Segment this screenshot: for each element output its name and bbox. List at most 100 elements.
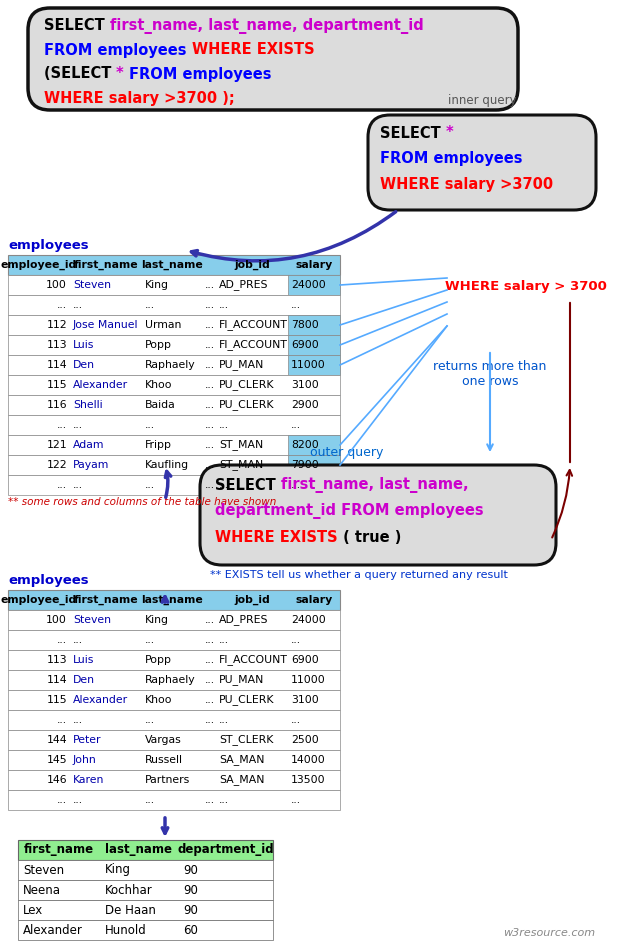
Text: 11000: 11000 — [291, 675, 326, 685]
Text: Den: Den — [73, 675, 95, 685]
Text: first_name, last_name,: first_name, last_name, — [281, 477, 469, 493]
Text: *: * — [446, 125, 454, 141]
Text: Luis: Luis — [73, 655, 94, 665]
Text: 144: 144 — [46, 735, 67, 745]
Text: ...: ... — [205, 460, 215, 470]
Text: employees: employees — [8, 574, 89, 587]
Text: ...: ... — [219, 420, 229, 430]
Text: ...: ... — [205, 340, 215, 350]
Text: Kochhar: Kochhar — [105, 884, 153, 897]
Text: AD_PRES: AD_PRES — [219, 615, 268, 625]
Text: 24000: 24000 — [291, 615, 326, 625]
Text: ...: ... — [291, 420, 301, 430]
Text: 114: 114 — [46, 675, 67, 685]
Text: 116: 116 — [46, 400, 67, 410]
Bar — [288, 435, 340, 455]
Text: last_name: last_name — [105, 844, 172, 857]
Text: 24000: 24000 — [291, 280, 326, 290]
Text: ...: ... — [205, 635, 215, 645]
Text: Raphaely: Raphaely — [145, 360, 196, 370]
Text: 113: 113 — [46, 655, 67, 665]
Text: ...: ... — [219, 715, 229, 725]
FancyBboxPatch shape — [368, 115, 596, 210]
Text: ...: ... — [145, 715, 155, 725]
Text: SA_MAN: SA_MAN — [219, 754, 265, 766]
Text: Baida: Baida — [145, 400, 175, 410]
Text: ...: ... — [57, 635, 67, 645]
Text: 90: 90 — [183, 864, 198, 877]
Text: PU_CLERK: PU_CLERK — [219, 694, 275, 706]
Text: ...: ... — [205, 300, 215, 310]
Text: Raphaely: Raphaely — [145, 675, 196, 685]
Text: FI_ACCOUNT: FI_ACCOUNT — [219, 655, 288, 665]
Text: ST_MAN: ST_MAN — [219, 460, 264, 470]
Text: ...: ... — [205, 480, 215, 490]
Text: ** EXISTS tell us whether a query returned any result: ** EXISTS tell us whether a query return… — [210, 570, 508, 580]
Text: Alexander: Alexander — [23, 923, 83, 937]
Text: ...: ... — [73, 635, 83, 645]
Text: ...: ... — [219, 300, 229, 310]
Text: 146: 146 — [46, 775, 67, 785]
Text: Alexander: Alexander — [73, 695, 128, 705]
Text: FROM employees: FROM employees — [380, 151, 523, 166]
Bar — [8, 650, 340, 670]
Text: ...: ... — [73, 420, 83, 430]
Text: ...: ... — [73, 480, 83, 490]
Text: PU_MAN: PU_MAN — [219, 674, 264, 686]
Text: ** some rows and columns of the table have shown: ** some rows and columns of the table ha… — [8, 497, 277, 507]
Bar — [8, 415, 340, 435]
Bar — [8, 435, 340, 455]
Text: ...: ... — [57, 795, 67, 805]
Bar — [8, 730, 340, 750]
Bar — [18, 880, 273, 900]
Text: Adam: Adam — [73, 440, 105, 450]
Text: 113: 113 — [46, 340, 67, 350]
Text: Alexander: Alexander — [73, 380, 128, 390]
Text: salary: salary — [295, 260, 332, 270]
Text: ...: ... — [291, 715, 301, 725]
Text: Steven: Steven — [73, 280, 111, 290]
Text: 8200: 8200 — [291, 440, 319, 450]
Text: SELECT: SELECT — [215, 478, 281, 492]
Text: 112: 112 — [46, 320, 67, 330]
Text: 115: 115 — [46, 695, 67, 705]
Text: ...: ... — [291, 635, 301, 645]
Text: 121: 121 — [46, 440, 67, 450]
Bar — [8, 590, 340, 610]
Bar — [8, 610, 340, 630]
Bar — [8, 455, 340, 475]
Text: ...: ... — [291, 795, 301, 805]
Text: employee_id: employee_id — [1, 595, 77, 605]
FancyBboxPatch shape — [200, 465, 556, 565]
Text: ...: ... — [205, 655, 215, 665]
Text: 7900: 7900 — [291, 460, 319, 470]
Text: ...: ... — [205, 380, 215, 390]
Text: ST_MAN: ST_MAN — [219, 440, 264, 450]
Text: ...: ... — [205, 715, 215, 725]
Text: 6900: 6900 — [291, 655, 319, 665]
Bar — [8, 395, 340, 415]
Text: ...: ... — [205, 695, 215, 705]
Text: Karen: Karen — [73, 775, 104, 785]
Bar — [8, 690, 340, 710]
Text: first_name: first_name — [74, 595, 138, 605]
Text: Urman: Urman — [145, 320, 182, 330]
Text: employee_id: employee_id — [1, 260, 77, 270]
Text: ...: ... — [73, 715, 83, 725]
Text: ...: ... — [73, 795, 83, 805]
Text: Neena: Neena — [23, 884, 61, 897]
Bar — [8, 790, 340, 810]
Bar — [8, 670, 340, 690]
Text: 2900: 2900 — [291, 400, 319, 410]
Text: ST_CLERK: ST_CLERK — [219, 734, 273, 746]
Text: ...: ... — [205, 675, 215, 685]
Text: ...: ... — [145, 420, 155, 430]
Bar — [8, 295, 340, 315]
Bar — [8, 750, 340, 770]
Text: 7800: 7800 — [291, 320, 319, 330]
Text: 122: 122 — [46, 460, 67, 470]
Text: ...: ... — [205, 320, 215, 330]
Text: Kaufling: Kaufling — [145, 460, 189, 470]
Text: 114: 114 — [46, 360, 67, 370]
Text: Shelli: Shelli — [73, 400, 103, 410]
